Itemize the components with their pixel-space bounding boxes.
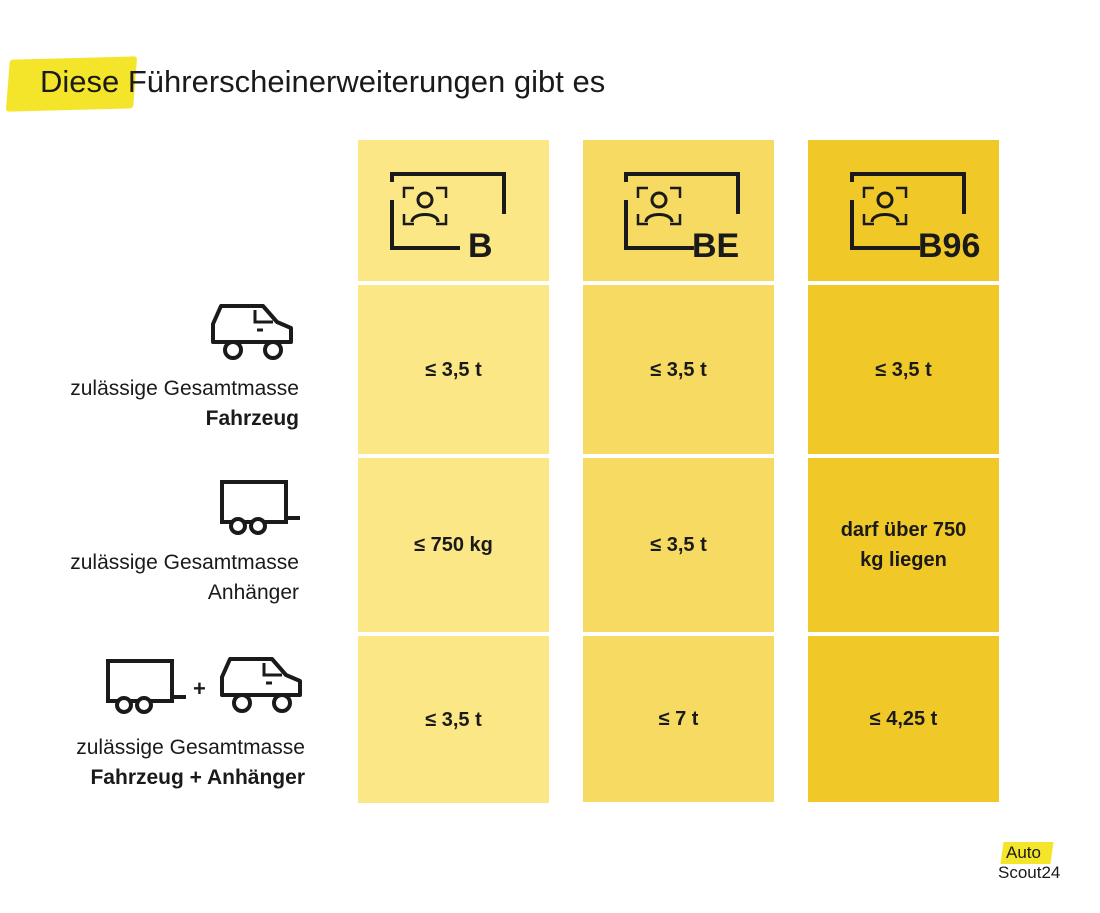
trailer-icon bbox=[106, 659, 186, 714]
plus-sign: + bbox=[193, 676, 206, 701]
logo-auto-text: Auto bbox=[1006, 843, 1041, 862]
license-card-icon bbox=[624, 172, 740, 250]
autoscout24-logo: Auto Scout24 bbox=[992, 840, 1072, 890]
row-label-line2: Fahrzeug bbox=[205, 407, 299, 430]
cell-anhaenger-be: ≤ 3,5 t bbox=[583, 458, 774, 632]
column-label-be: BE bbox=[692, 227, 740, 265]
row-label-kombi: zulässige Gesamtmasse Fahrzeug + Anhänge… bbox=[0, 733, 305, 793]
cell-kombi-b96: ≤ 4,25 t bbox=[808, 636, 999, 802]
cell-fahrzeug-be: ≤ 3,5 t bbox=[583, 285, 774, 454]
column-header-b96 bbox=[808, 140, 999, 281]
cell-anhaenger-b: ≤ 750 kg bbox=[358, 458, 549, 632]
column-label-b96: B96 bbox=[918, 227, 981, 265]
cell-fahrzeug-b: ≤ 3,5 t bbox=[358, 285, 549, 454]
row-label-anhaenger: zulässige Gesamtmasse Anhänger bbox=[0, 548, 299, 608]
car-icon bbox=[211, 304, 293, 360]
trailer-icon bbox=[220, 480, 300, 535]
license-card-icon bbox=[850, 172, 966, 250]
row-label-line2: Anhänger bbox=[207, 581, 299, 604]
row-label-fahrzeug: zulässige Gesamtmasse Fahrzeug bbox=[0, 374, 299, 434]
column-label-b: B bbox=[468, 227, 493, 265]
cell-kombi-be: ≤ 7 t bbox=[583, 636, 774, 802]
row-label-line2: Fahrzeug + Anhänger bbox=[90, 766, 305, 789]
row-label-line1: zulässige Gesamtmasse bbox=[70, 551, 299, 574]
license-card-icon bbox=[390, 172, 506, 250]
column-header-be bbox=[583, 140, 774, 281]
cell-anhaenger-b96: darf über 750 kg liegen bbox=[808, 458, 999, 632]
cell-fahrzeug-b96: ≤ 3,5 t bbox=[808, 285, 999, 454]
row-label-line1: zulässige Gesamtmasse bbox=[76, 736, 305, 759]
column-header-b bbox=[358, 140, 549, 281]
page-title: Diese Führerscheinerweiterungen gibt es bbox=[40, 64, 606, 99]
car-icon bbox=[220, 657, 302, 713]
row-label-line1: zulässige Gesamtmasse bbox=[70, 377, 299, 400]
logo-scout-text: Scout24 bbox=[998, 863, 1061, 882]
cell-kombi-b: ≤ 3,5 t bbox=[358, 636, 549, 803]
